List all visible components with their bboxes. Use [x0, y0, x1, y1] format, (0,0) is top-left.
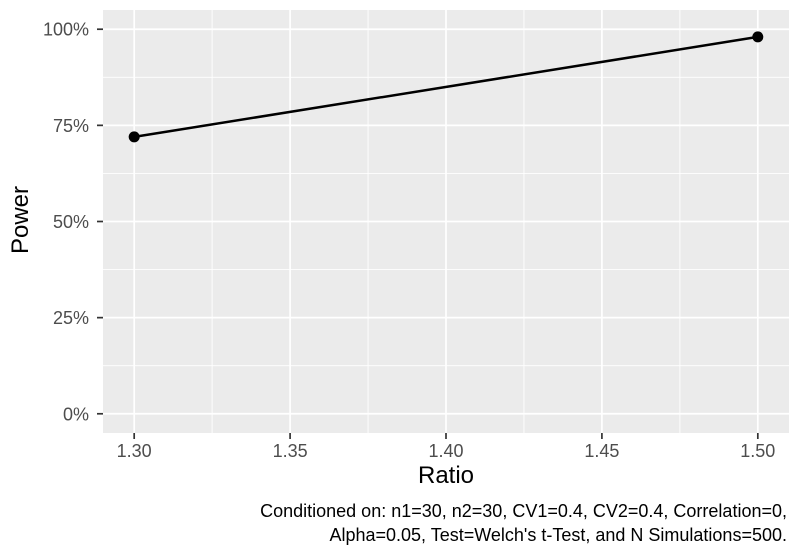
x-tick-label: 1.50	[740, 441, 775, 461]
data-point	[128, 131, 140, 143]
y-tick-label: 25%	[53, 308, 89, 328]
x-tick-label: 1.40	[428, 441, 463, 461]
y-axis-title: Power	[7, 185, 34, 255]
y-tick-label: 0%	[63, 404, 89, 424]
data-point	[752, 31, 764, 43]
caption-line-1: Conditioned on: n1=30, n2=30, CV1=0.4, C…	[260, 501, 787, 521]
x-tick-label: 1.30	[117, 441, 152, 461]
y-tick-label: 50%	[53, 212, 89, 232]
power-line	[133, 35, 759, 139]
x-axis-title: Ratio	[417, 462, 475, 489]
x-tick-label: 1.45	[584, 441, 619, 461]
caption-line-2: Alpha=0.05, Test=Welch's t-Test, and N S…	[329, 525, 787, 545]
y-tick-label: 75%	[53, 116, 89, 136]
plot-caption: Conditioned on: n1=30, n2=30, CV1=0.4, C…	[260, 499, 787, 547]
x-tick-label: 1.35	[273, 441, 308, 461]
y-tick-label: 100%	[43, 20, 89, 40]
